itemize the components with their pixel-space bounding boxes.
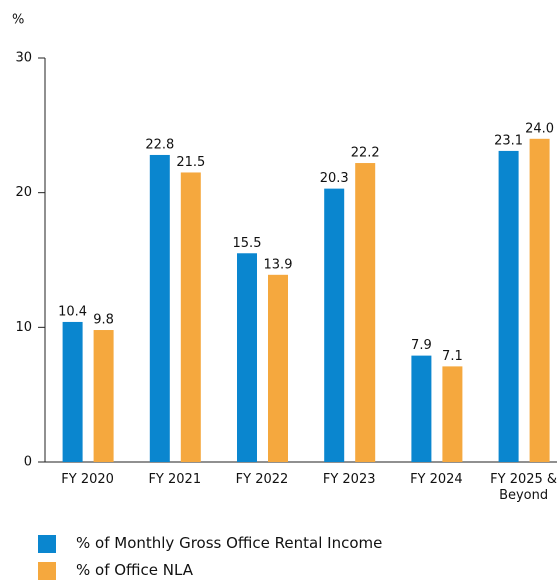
bar bbox=[355, 163, 376, 463]
y-tick-label: 30 bbox=[15, 51, 32, 66]
x-tick-label: FY 2020 bbox=[61, 472, 114, 487]
bar bbox=[180, 172, 201, 462]
value-label: 7.9 bbox=[411, 338, 432, 353]
x-tick-label: FY 2023 bbox=[322, 472, 376, 487]
bar bbox=[237, 253, 257, 462]
value-label: 22.8 bbox=[145, 137, 174, 152]
value-label: 23.1 bbox=[494, 133, 523, 148]
x-tick-label: FY 2025 & Beyond bbox=[490, 472, 557, 503]
y-tick-label: 10 bbox=[15, 320, 32, 335]
bar bbox=[62, 321, 83, 462]
bar bbox=[324, 188, 345, 463]
value-label: 21.5 bbox=[176, 155, 205, 170]
bar bbox=[411, 355, 432, 462]
value-label: 9.8 bbox=[93, 313, 114, 328]
legend-swatch bbox=[38, 535, 56, 553]
bar bbox=[529, 138, 550, 463]
legend-swatch bbox=[38, 562, 56, 580]
bar bbox=[93, 330, 114, 462]
value-label: 22.2 bbox=[351, 146, 380, 161]
x-tick-label: FY 2024 bbox=[410, 472, 463, 487]
legend-label: % of Monthly Gross Office Rental Income bbox=[76, 534, 383, 552]
bar bbox=[149, 154, 170, 462]
bar bbox=[498, 150, 519, 463]
bar bbox=[442, 366, 463, 462]
bar bbox=[268, 274, 288, 462]
value-label: 7.1 bbox=[442, 349, 463, 364]
y-tick-label: 20 bbox=[15, 185, 32, 200]
value-label: 10.4 bbox=[58, 304, 87, 319]
value-label: 20.3 bbox=[320, 171, 349, 186]
y-axis-label: % bbox=[12, 13, 24, 28]
x-tick-label: FY 2022 bbox=[235, 472, 289, 487]
value-label: 15.5 bbox=[233, 236, 262, 251]
y-tick-label: 0 bbox=[24, 455, 32, 470]
x-tick-label: FY 2021 bbox=[148, 472, 202, 487]
value-label: 24.0 bbox=[525, 121, 554, 136]
value-label: 13.9 bbox=[264, 257, 293, 272]
legend-label: % of Office NLA bbox=[76, 561, 193, 579]
